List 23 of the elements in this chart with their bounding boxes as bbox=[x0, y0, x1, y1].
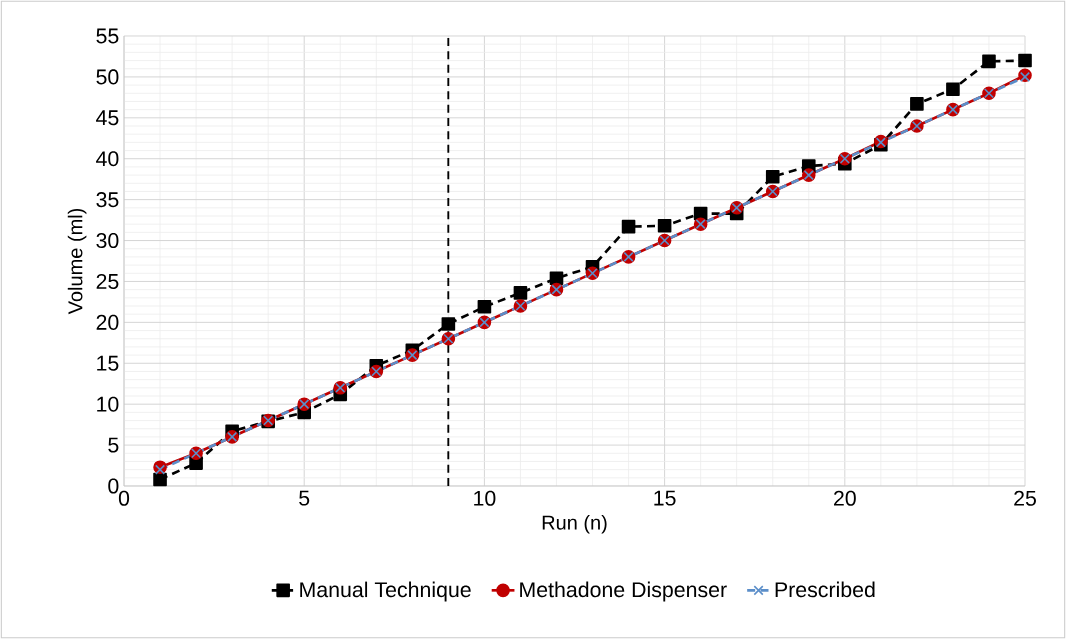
legend-label: Manual Technique bbox=[300, 581, 471, 602]
y-tick-label: 35 bbox=[96, 192, 119, 208]
x-tick-label: 20 bbox=[834, 490, 856, 506]
y-tick-label: 55 bbox=[96, 28, 119, 44]
x-tick-label: 5 bbox=[299, 490, 310, 506]
y-tick-label: 50 bbox=[96, 69, 119, 85]
y-tick-label: 5 bbox=[108, 437, 119, 453]
y-tick-label: 20 bbox=[96, 314, 119, 330]
x-tick-label: 25 bbox=[1014, 490, 1036, 506]
y-tick-label: 40 bbox=[96, 151, 119, 167]
x-tick-label: 15 bbox=[654, 490, 676, 506]
y-tick-label: 45 bbox=[96, 110, 119, 126]
y-tick-label: 10 bbox=[97, 396, 119, 412]
y-tick-label: 0 bbox=[108, 478, 119, 494]
y-tick-label: 15 bbox=[97, 355, 119, 371]
x-tick-label: 0 bbox=[118, 490, 130, 506]
y-tick-label: 30 bbox=[96, 233, 119, 249]
legend-label: Prescribed bbox=[775, 581, 875, 598]
y-tick-label: 25 bbox=[96, 273, 119, 290]
x-tick-label: 10 bbox=[474, 490, 496, 506]
y-axis-title: Volume (ml) bbox=[67, 208, 87, 315]
x-axis-title: Run (n) bbox=[542, 514, 607, 534]
legend-label: Methadone Dispenser bbox=[520, 581, 727, 602]
